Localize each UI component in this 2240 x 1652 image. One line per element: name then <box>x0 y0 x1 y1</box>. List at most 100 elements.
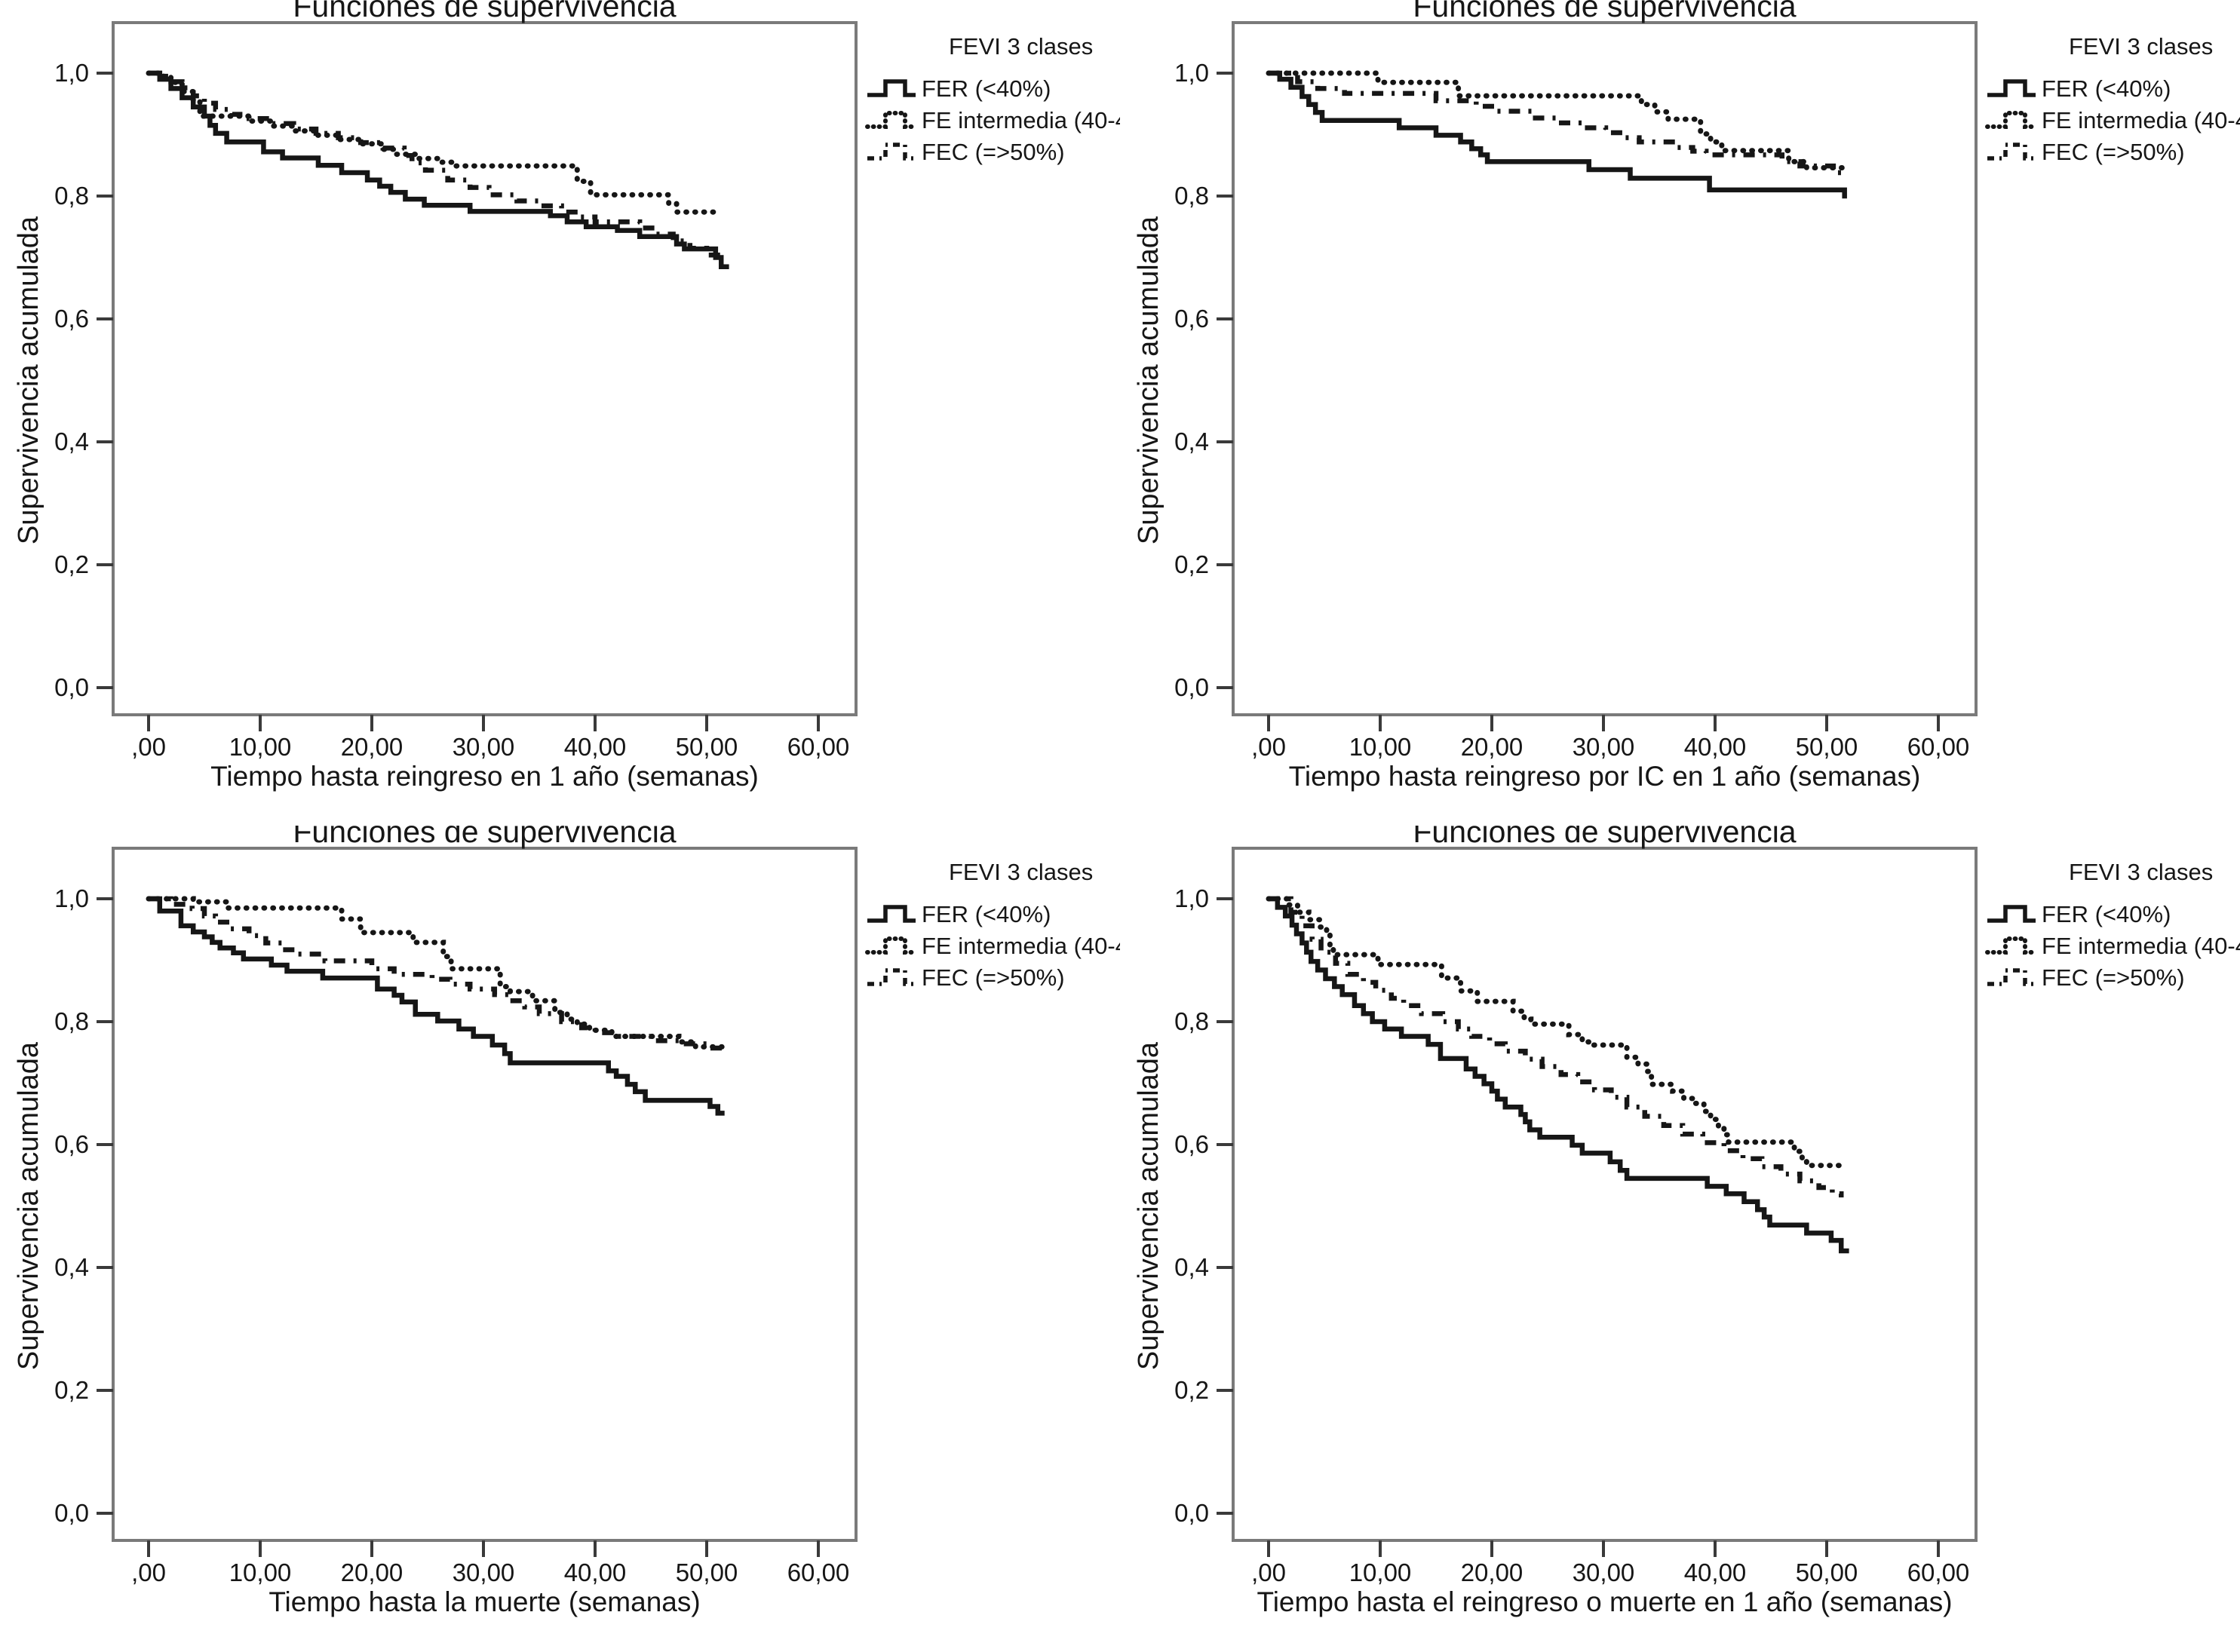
x-tick-label: ,00 <box>131 733 166 761</box>
x-tick-label: 20,00 <box>1461 733 1524 761</box>
legend-line-sample-dashed <box>867 143 916 161</box>
x-tick-label: 10,00 <box>229 733 292 761</box>
series-line-dashed <box>149 70 723 259</box>
y-tick-label: 0,4 <box>1174 428 1209 455</box>
legend-label: FE intermedia (40-49%) <box>922 107 1120 133</box>
y-axis-label: Supervivencia acumulada <box>1133 1041 1164 1370</box>
x-tick-label: 20,00 <box>341 733 404 761</box>
y-tick-label: 0,2 <box>54 1376 89 1404</box>
x-axis-label: Tiempo hasta reingreso por IC en 1 año (… <box>1289 761 1921 792</box>
y-tick-label: 1,0 <box>1174 59 1209 87</box>
x-tick-label: 10,00 <box>1349 733 1412 761</box>
legend-label: FEC (=>50%) <box>2042 964 2185 991</box>
legend-title: FEVI 3 clases <box>2069 33 2213 60</box>
y-tick-label: 0,6 <box>1174 1130 1209 1158</box>
legend-line-sample-solid <box>867 905 916 923</box>
legend-line-sample-solid <box>1987 79 2036 97</box>
x-tick-label: 10,00 <box>229 1559 292 1586</box>
legend-line-sample-solid <box>1987 905 2036 923</box>
y-tick-label: 1,0 <box>54 884 89 912</box>
x-tick-label: 50,00 <box>1796 733 1858 761</box>
legend-label: FE intermedia (40-49%) <box>2042 933 2240 959</box>
legend-line-sample-dashed <box>867 968 916 986</box>
legend-title: FEVI 3 clases <box>949 859 1093 885</box>
survival-chart-a: Funciones de supervivencia 1,0 0,8 0,6 0,4 0,… <box>0 0 1120 826</box>
x-tick-label: 40,00 <box>1684 1559 1747 1586</box>
x-tick-label: 60,00 <box>787 733 850 761</box>
x-tick-label: 10,00 <box>1349 1559 1412 1586</box>
legend-label: FER (<40%) <box>2042 901 2171 927</box>
legend-line-sample-dotted <box>1985 936 2038 955</box>
panel-a: A Funciones de supervivencia1,00,80,60,4… <box>0 0 1120 826</box>
x-tick-label: 50,00 <box>676 1559 738 1586</box>
legend-line-sample-dotted <box>865 936 918 955</box>
series-line-solid <box>1269 896 1849 1254</box>
y-tick-label: 0,2 <box>1174 1376 1209 1404</box>
chart-title: Funciones de supervivencia <box>293 826 676 849</box>
plot-box <box>112 21 858 716</box>
series-line-dotted <box>1266 70 1848 174</box>
survival-chart-d: Funciones de supervivencia 1,0 0,8 0,6 0,4 0,… <box>1120 826 2240 1651</box>
x-tick-label: 50,00 <box>676 733 738 761</box>
x-tick-label: 40,00 <box>564 733 627 761</box>
x-tick-label: 50,00 <box>1796 1559 1858 1586</box>
y-tick-label: 0,4 <box>1174 1253 1209 1281</box>
y-axis-label: Supervivencia acumulada <box>1133 216 1164 544</box>
y-tick-label: 0,8 <box>1174 182 1209 210</box>
x-tick-label: 60,00 <box>1907 1559 1970 1586</box>
x-axis-label: Tiempo hasta el reingreso o muerte en 1 … <box>1257 1586 1952 1617</box>
plot-box <box>1232 847 1978 1542</box>
y-tick-label: 1,0 <box>1174 884 1209 912</box>
x-tick-label: 20,00 <box>1461 1559 1524 1586</box>
legend-label: FE intermedia (40-49%) <box>922 933 1120 959</box>
x-axis-label: Tiempo hasta la muerte (semanas) <box>268 1586 700 1617</box>
y-tick-label: 0,0 <box>54 1499 89 1527</box>
y-tick-label: 0,0 <box>1174 673 1209 701</box>
legend-label: FEC (=>50%) <box>2042 139 2185 165</box>
legend-line-sample-dashed <box>1987 968 2036 986</box>
panel-d: D Funciones de supervivencia1,00,80,60,4… <box>1120 826 2240 1652</box>
y-tick-label: 0,2 <box>54 550 89 578</box>
survival-chart-c: Funciones de supervivencia 1,0 0,8 0,6 0,4 0,… <box>0 826 1120 1651</box>
y-tick-label: 1,0 <box>54 59 89 87</box>
x-tick-label: ,00 <box>131 1559 166 1586</box>
x-tick-label: 40,00 <box>564 1559 627 1586</box>
y-axis-label: Supervivencia acumulada <box>13 216 44 544</box>
y-tick-label: 0,0 <box>54 673 89 701</box>
x-tick-label: 30,00 <box>453 733 515 761</box>
chart-title: Funciones de supervivencia <box>293 0 676 23</box>
chart-title: Funciones de supervivencia <box>1413 0 1796 23</box>
legend-label: FER (<40%) <box>2042 75 2171 102</box>
panel-c: C Funciones de supervivencia1,00,80,60,4… <box>0 826 1120 1652</box>
chart-title: Funciones de supervivencia <box>1413 826 1796 849</box>
y-tick-label: 0,2 <box>1174 550 1209 578</box>
panel-b: B Funciones de supervivencia1,00,80,60,4… <box>1120 0 2240 826</box>
x-axis-label: Tiempo hasta reingreso en 1 año (semanas… <box>210 761 759 792</box>
series-line-solid <box>149 70 729 269</box>
y-tick-label: 0,6 <box>54 1130 89 1158</box>
series-line-dashed <box>149 896 727 1051</box>
y-tick-label: 0,8 <box>54 182 89 210</box>
series-line-dashed <box>1269 896 1844 1198</box>
legend-line-sample-dotted <box>865 111 918 129</box>
x-tick-label: 60,00 <box>1907 733 1970 761</box>
plot-box <box>1232 21 1978 716</box>
legend-line-sample-dotted <box>1985 111 2038 129</box>
y-tick-label: 0,0 <box>1174 1499 1209 1527</box>
series-line-solid <box>1269 70 1847 199</box>
x-tick-label: 30,00 <box>453 1559 515 1586</box>
series-line-dotted <box>1266 896 1848 1170</box>
legend-label: FEC (=>50%) <box>922 139 1065 165</box>
y-tick-label: 0,6 <box>1174 305 1209 333</box>
legend-label: FER (<40%) <box>922 901 1051 927</box>
series-line-solid <box>149 896 725 1116</box>
y-tick-label: 0,8 <box>1174 1007 1209 1035</box>
legend-label: FE intermedia (40-49%) <box>2042 107 2240 133</box>
x-tick-label: 60,00 <box>787 1559 850 1586</box>
y-tick-label: 0,4 <box>54 428 89 455</box>
y-tick-label: 0,8 <box>54 1007 89 1035</box>
y-tick-label: 0,4 <box>54 1253 89 1281</box>
x-tick-label: 30,00 <box>1573 733 1635 761</box>
legend-label: FEC (=>50%) <box>922 964 1065 991</box>
x-tick-label: ,00 <box>1251 733 1286 761</box>
